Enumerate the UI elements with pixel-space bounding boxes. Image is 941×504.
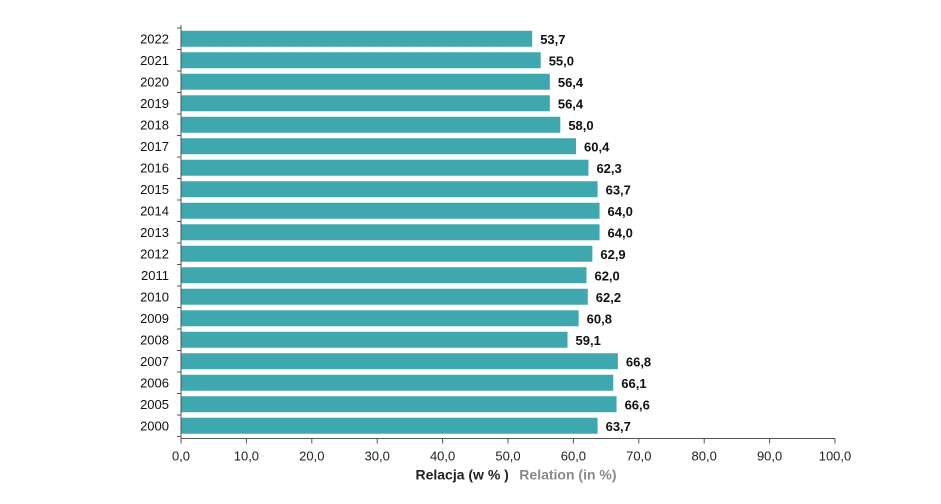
category-labels: 2022 2021 2020 2019 2018 2017 2016 2015 2014 2013… [140,31,169,433]
bar-2014 [181,202,600,219]
x-tick-label: 10,0 [234,449,259,464]
category-label-2011: 2011 [141,268,169,283]
value-label-2005: 66,6 [625,397,650,412]
value-label-2013: 64,0 [608,225,633,240]
bar-2011 [181,267,587,284]
category-label-2010: 2010 [140,289,169,304]
bar-2012 [181,245,593,262]
x-tick-label: 50,0 [495,449,520,464]
category-label-2000: 2000 [140,418,169,433]
x-tick-label: 20,0 [299,449,324,464]
x-tick-label: 70,0 [626,449,651,464]
value-label-2019: 56,4 [558,96,584,111]
value-label-2008: 59,1 [576,333,601,348]
bar-2017 [181,138,577,155]
bar-2010 [181,288,588,305]
x-tick-label: 30,0 [365,449,390,464]
value-label-2021: 55,0 [549,53,574,68]
bar-2009 [181,310,579,327]
value-label-2018: 58,0 [568,118,593,133]
category-label-2015: 2015 [140,182,169,197]
value-label-2015: 63,7 [606,182,631,197]
category-label-2019: 2019 [140,96,169,111]
x-tick-label: 40,0 [430,449,455,464]
bar-2020 [181,73,550,90]
bar-2005 [181,396,617,413]
category-label-2016: 2016 [140,160,169,175]
category-label-2014: 2014 [140,203,169,218]
category-label-2005: 2005 [140,397,169,412]
category-label-2020: 2020 [140,74,169,89]
bar-2006 [181,374,614,391]
value-label-2009: 60,8 [587,311,612,326]
bar-2021 [181,52,541,69]
value-labels: 53,7 55,0 56,4 56,4 58,0 60,4 62,3 63,7 64,0 64,0… [540,32,651,434]
bar-2022 [181,30,533,47]
value-label-2020: 56,4 [558,75,584,90]
category-label-2022: 2022 [140,31,169,46]
x-tick-label: 0,0 [172,449,190,464]
category-label-2017: 2017 [140,139,169,154]
x-axis-label-pl: Relacja (w % ) [415,467,508,483]
bar-2007 [181,353,618,370]
value-label-2016: 62,3 [596,161,621,176]
bar-2013 [181,224,600,241]
bar-2015 [181,181,598,198]
x-tick-label: 60,0 [561,449,586,464]
x-tick-label: 80,0 [692,449,717,464]
category-label-2009: 2009 [140,311,169,326]
category-label-2007: 2007 [140,354,169,369]
bar-2008 [181,331,568,348]
x-axis-label-en: Relation (in %) [519,467,616,483]
value-label-2006: 66,1 [621,376,646,391]
bar-2018 [181,116,561,133]
category-label-2021: 2021 [140,53,169,68]
value-label-2014: 64,0 [608,204,633,219]
x-axis-label: Relacja (w % ) Relation (in %) [415,467,616,484]
value-label-2022: 53,7 [540,32,565,47]
value-label-2017: 60,4 [584,139,610,154]
value-label-2012: 62,9 [600,247,625,262]
value-label-2007: 66,8 [626,354,651,369]
category-label-2018: 2018 [140,117,169,132]
x-tick-label: 90,0 [757,449,782,464]
bar-2000 [181,417,598,434]
bar-2019 [181,95,550,112]
value-label-2000: 63,7 [606,419,631,434]
category-label-2008: 2008 [140,332,169,347]
category-label-2006: 2006 [140,375,169,390]
value-label-2011: 62,0 [594,268,619,283]
category-label-2013: 2013 [140,225,169,240]
value-label-2010: 62,2 [596,290,621,305]
axes: 0,0 10,0 20,0 30,0 40,0 50,0 60,0 70,0 80,0 90,0 1… [172,25,851,464]
bars-group [181,30,618,434]
bar-2016 [181,159,589,176]
x-tick-label: 100,0 [819,449,852,464]
category-label-2012: 2012 [140,246,169,261]
